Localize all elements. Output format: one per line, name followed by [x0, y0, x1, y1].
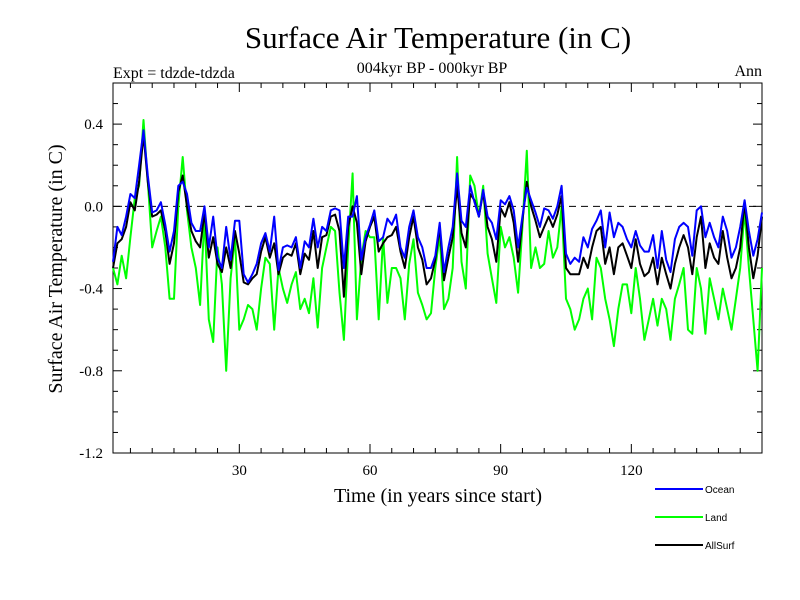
x-tick-label: 60	[362, 463, 377, 479]
legend: Ocean Land AllSurf	[655, 485, 735, 552]
x-tick-label: 120	[620, 463, 643, 479]
plot-area: 30 60 90 120 -1.2 -0.8 -0.4 0.0 0.4	[79, 82, 763, 479]
y-tick-label: -1.2	[79, 446, 103, 462]
series-line-ocean	[112, 129, 763, 284]
y-tick-label: -0.8	[79, 364, 103, 380]
y-tick-label: -0.4	[79, 282, 103, 298]
chart-title: Surface Air Temperature (in C)	[245, 20, 631, 55]
experiment-label: Expt = tdzde-tdzda	[113, 65, 235, 82]
legend-label-land: Land	[705, 513, 727, 524]
season-label: Ann	[734, 63, 762, 80]
y-tick-label: 0.0	[84, 199, 103, 215]
legend-label-ocean: Ocean	[705, 485, 734, 496]
y-axis-label: Surface Air Temperature (in C)	[45, 144, 67, 393]
x-tick-label: 30	[232, 463, 247, 479]
x-tick-label: 90	[493, 463, 508, 479]
chart-subtitle: 004kyr BP - 000kyr BP	[357, 60, 508, 77]
y-tick-label: 0.4	[84, 117, 103, 133]
series-line-land	[112, 119, 763, 372]
x-axis-label: Time (in years since start)	[334, 485, 542, 507]
legend-label-allsurf: AllSurf	[705, 541, 735, 552]
